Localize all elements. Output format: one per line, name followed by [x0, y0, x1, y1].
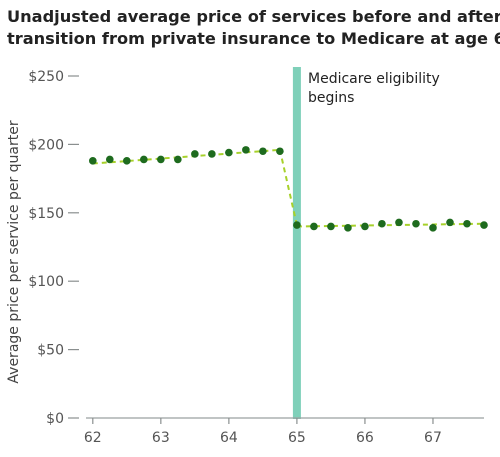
chart-title-line-2: transition from private insurance to Med…	[7, 29, 500, 48]
y-axis-title: Average price per service per quarter	[6, 120, 22, 383]
y-tick-label: $200	[28, 137, 64, 153]
data-point	[191, 150, 199, 158]
data-point	[446, 218, 454, 227]
data-point	[225, 148, 233, 157]
y-tick-label: $150	[28, 206, 64, 222]
data-point	[140, 155, 148, 164]
x-tick-label: 63	[152, 430, 170, 446]
threshold-label-line-2: begins	[308, 90, 354, 106]
data-point	[259, 147, 267, 156]
data-point	[123, 157, 131, 165]
data-point	[208, 150, 216, 158]
x-tick-label: 65	[288, 430, 306, 446]
data-point	[378, 219, 386, 228]
data-point	[157, 155, 165, 164]
data-point	[344, 224, 352, 232]
data-point	[429, 224, 437, 232]
x-tick-label: 66	[356, 430, 374, 446]
x-tick-label: 64	[220, 430, 238, 446]
data-point	[276, 147, 284, 156]
x-tick-label: 62	[84, 430, 102, 446]
data-point	[310, 222, 318, 231]
plot-area: $0 $50 $100 $150 $200 $250 62 63 64 65 66 67	[28, 67, 488, 446]
x-tick-label: 67	[424, 430, 442, 446]
threshold-band	[292, 67, 301, 419]
data-point	[106, 155, 114, 164]
data-point	[293, 221, 301, 229]
y-tick-label: $50	[37, 343, 64, 359]
data-point	[480, 221, 488, 229]
data-point	[361, 222, 369, 231]
threshold-label-line-1: Medicare eligibility	[308, 71, 440, 87]
data-point	[174, 155, 182, 164]
data-point	[395, 218, 403, 227]
trend-line-jump	[278, 149, 298, 226]
chart-title-line-1: Unadjusted average price of services bef…	[7, 7, 500, 26]
data-point	[412, 219, 420, 228]
y-tick-label: $100	[28, 274, 64, 290]
trend-line-before	[92, 148, 280, 165]
data-point	[463, 219, 471, 228]
y-tick-label: $250	[28, 69, 64, 85]
y-tick-label: $0	[46, 411, 64, 427]
trend-line-after	[296, 222, 485, 228]
data-point	[327, 222, 335, 231]
data-point	[242, 146, 250, 154]
data-point	[89, 157, 97, 165]
